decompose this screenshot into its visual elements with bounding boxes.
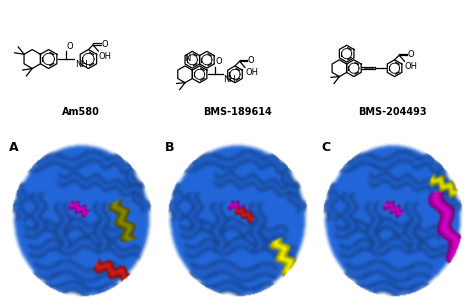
Text: Am580: Am580 bbox=[62, 107, 100, 117]
Text: O: O bbox=[101, 40, 108, 49]
Text: O: O bbox=[216, 57, 222, 66]
Text: A: A bbox=[9, 141, 19, 154]
Text: BMS-204493: BMS-204493 bbox=[358, 107, 427, 117]
Text: OH: OH bbox=[99, 52, 112, 61]
Text: O: O bbox=[408, 50, 414, 59]
Text: O: O bbox=[66, 42, 73, 50]
Text: OH: OH bbox=[405, 62, 418, 71]
Text: OH: OH bbox=[246, 68, 258, 77]
Text: C: C bbox=[321, 141, 330, 154]
Text: BMS-189614: BMS-189614 bbox=[202, 107, 272, 117]
Text: NH: NH bbox=[223, 75, 236, 84]
Text: NH: NH bbox=[75, 60, 88, 69]
Text: B: B bbox=[165, 141, 175, 154]
Text: O: O bbox=[248, 56, 255, 65]
Text: N: N bbox=[184, 54, 190, 63]
